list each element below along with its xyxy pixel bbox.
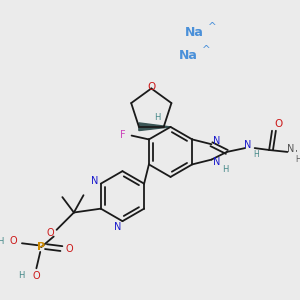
Text: N: N: [212, 157, 220, 166]
Text: H: H: [18, 272, 24, 280]
Text: ^: ^: [202, 45, 211, 55]
Text: N: N: [244, 140, 252, 150]
Text: O: O: [147, 82, 155, 92]
Polygon shape: [139, 123, 170, 130]
Text: ^: ^: [208, 22, 217, 32]
Text: O: O: [10, 236, 17, 246]
Text: H: H: [253, 150, 259, 159]
Text: O: O: [46, 228, 54, 238]
Text: F: F: [120, 130, 126, 140]
Text: Na: Na: [179, 49, 198, 62]
Text: O: O: [274, 119, 283, 129]
Text: P: P: [37, 242, 45, 252]
Text: N: N: [286, 144, 294, 154]
Text: O: O: [65, 244, 73, 254]
Text: H: H: [154, 113, 160, 122]
Text: N: N: [114, 222, 121, 232]
Text: H: H: [222, 165, 228, 174]
Text: H: H: [295, 155, 300, 164]
Text: N: N: [212, 136, 220, 146]
Text: Na: Na: [185, 26, 204, 39]
Text: H: H: [0, 237, 4, 246]
Text: N: N: [92, 176, 99, 186]
Text: O: O: [33, 271, 40, 281]
